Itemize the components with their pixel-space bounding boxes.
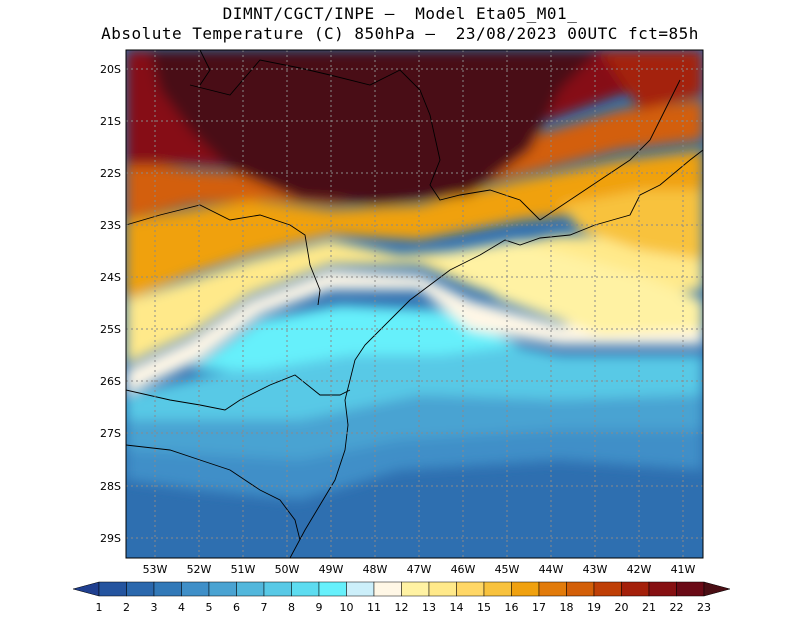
- lon-label: 52W: [187, 563, 212, 576]
- colorbar-label: 9: [316, 601, 323, 614]
- colorbar-swatch: [593, 581, 622, 597]
- colorbar-label: 22: [670, 601, 684, 614]
- border-sp-mg: [189, 59, 541, 221]
- chart-title: DIMNT/CGCT/INPE – Model Eta05_M01_: [222, 4, 578, 23]
- colorbar-swatch: [126, 581, 155, 597]
- colorbar-swatch: [456, 581, 485, 597]
- lat-label: 22S: [100, 167, 121, 180]
- colorbar-label: 6: [233, 601, 240, 614]
- colorbar-label: 12: [395, 601, 409, 614]
- lat-label: 29S: [100, 532, 121, 545]
- colorbar-swatch: [318, 581, 347, 597]
- lon-label: 42W: [627, 563, 652, 576]
- lon-label: 43W: [583, 563, 608, 576]
- border-sp-pr: [126, 204, 321, 306]
- colorbar-swatch: [511, 581, 540, 597]
- colorbar-swatch: [153, 581, 182, 597]
- band-17c: [126, 150, 703, 300]
- colorbar-arrow-low: [72, 581, 100, 597]
- colorbar-swatch: [263, 581, 292, 597]
- colorbar-swatch: [236, 581, 265, 597]
- temperature-field: [126, 50, 703, 558]
- coastline: [126, 50, 703, 558]
- band-13c: [430, 240, 703, 335]
- lat-label: 21S: [100, 115, 121, 128]
- band-11c: [126, 270, 703, 395]
- colorbar-swatch: [538, 581, 567, 597]
- colorbar-swatch: [483, 581, 512, 597]
- colorbar-swatch: [181, 581, 210, 597]
- border-mg-rj: [539, 79, 681, 221]
- border-pr-sc: [126, 374, 351, 411]
- band-8c: [126, 330, 703, 420]
- colorbar-label: 10: [340, 601, 354, 614]
- coast-line: [289, 149, 703, 558]
- colorbar-label: 7: [261, 601, 268, 614]
- colorbar: [72, 581, 731, 597]
- colorbar-labels: 1 2 3 4 5 6 7 8 9 10 11 12 13 14 15 16 1…: [96, 601, 712, 614]
- colorbar-swatch: [648, 581, 677, 597]
- border-sc-rs: [126, 444, 301, 541]
- lat-label: 20S: [100, 63, 121, 76]
- band-23c: [150, 50, 600, 205]
- colorbar-swatch: [373, 581, 402, 597]
- chart-subtitle: Absolute Temperature (C) 850hPa – 23/08/…: [101, 24, 699, 43]
- lon-label: 41W: [671, 563, 696, 576]
- colorbar-label: 17: [532, 601, 546, 614]
- border-ms: [199, 50, 211, 86]
- colorbar-swatch: [98, 581, 127, 597]
- band-9c: [190, 305, 520, 370]
- lat-label: 26S: [100, 375, 121, 388]
- colorbar-label: 4: [178, 601, 185, 614]
- lon-label: 50W: [275, 563, 300, 576]
- colorbar-swatch: [566, 581, 595, 597]
- colorbar-label: 3: [151, 601, 158, 614]
- colorbar-label: 15: [477, 601, 491, 614]
- lon-label: 49W: [319, 563, 344, 576]
- lon-label: 45W: [495, 563, 520, 576]
- colorbar-arrow-high: [703, 581, 731, 597]
- colorbar-label: 14: [450, 601, 464, 614]
- band-20c: [600, 50, 703, 110]
- colorbar-label: 11: [367, 601, 381, 614]
- lat-label: 27S: [100, 427, 121, 440]
- band-19c: [126, 100, 703, 220]
- colorbar-label: 23: [697, 601, 711, 614]
- lat-label: 23S: [100, 219, 121, 232]
- lat-label: 24S: [100, 271, 121, 284]
- lon-label: 53W: [143, 563, 168, 576]
- colorbar-label: 18: [560, 601, 574, 614]
- colorbar-label: 13: [422, 601, 436, 614]
- lon-label: 47W: [407, 563, 432, 576]
- colorbar-swatch: [621, 581, 650, 597]
- lat-label: 28S: [100, 480, 121, 493]
- colorbar-swatch: [291, 581, 320, 597]
- colorbar-swatch: [676, 581, 705, 597]
- colorbar-label: 21: [642, 601, 656, 614]
- colorbar-swatch: [401, 581, 430, 597]
- graticule: [126, 50, 703, 558]
- lon-axis: 53W 52W 51W 50W 49W 48W 47W 46W 45W 44W …: [143, 563, 696, 576]
- colorbar-label: 8: [288, 601, 295, 614]
- colorbar-label: 16: [505, 601, 519, 614]
- lat-label: 25S: [100, 323, 121, 336]
- colorbar-label: 20: [615, 601, 629, 614]
- lon-label: 48W: [363, 563, 388, 576]
- colorbar-swatch: [346, 581, 375, 597]
- lon-label: 46W: [451, 563, 476, 576]
- colorbar-label: 1: [96, 601, 103, 614]
- colorbar-label: 2: [123, 601, 130, 614]
- colorbar-swatch: [428, 581, 457, 597]
- map-frame: [125, 49, 704, 559]
- lat-axis: 20S 21S 22S 23S 24S 25S 26S 27S 28S 29S: [100, 63, 121, 545]
- lon-label: 44W: [539, 563, 564, 576]
- colorbar-label: 5: [206, 601, 213, 614]
- colorbar-label: 19: [587, 601, 601, 614]
- colorbar-swatch: [208, 581, 237, 597]
- lon-label: 51W: [231, 563, 256, 576]
